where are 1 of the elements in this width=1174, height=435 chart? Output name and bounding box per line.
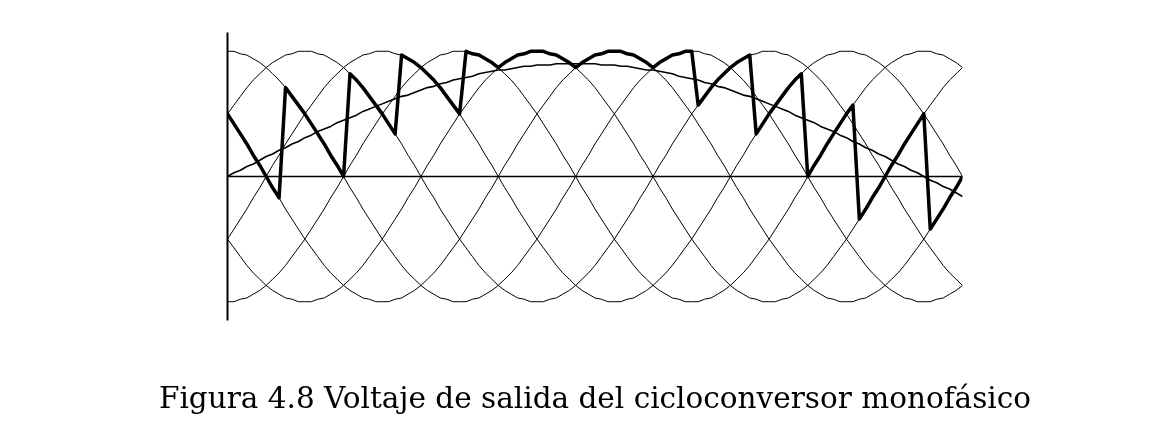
text: Figura 4.8 Voltaje de salida del cicloconversor monofásico	[158, 380, 1032, 415]
